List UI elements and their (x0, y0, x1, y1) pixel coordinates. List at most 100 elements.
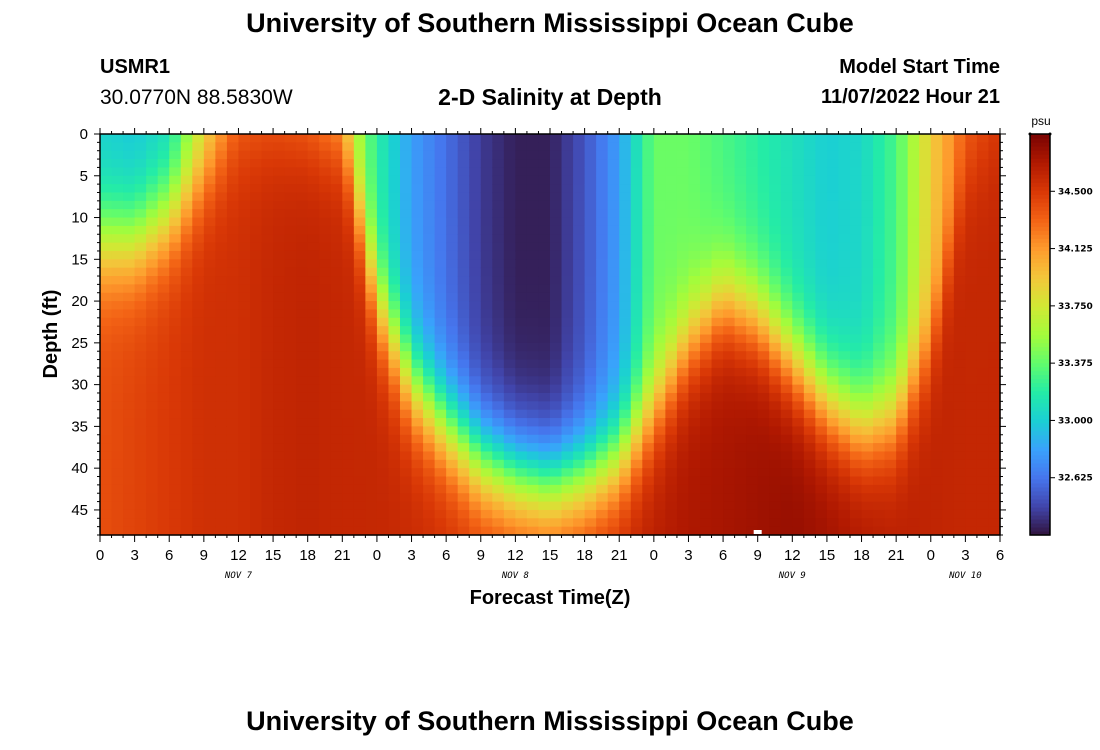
heatmap-cell (215, 434, 228, 444)
heatmap-cell (688, 367, 701, 377)
heatmap-cell (226, 351, 240, 361)
heatmap-cell (676, 376, 690, 386)
heatmap-cell (446, 526, 459, 536)
heatmap-cell (700, 351, 713, 361)
heatmap-cell (376, 434, 390, 444)
colorbar-segment (1030, 210, 1050, 215)
heatmap-cell (307, 225, 320, 235)
heatmap-cell (480, 200, 493, 210)
heatmap-cell (792, 134, 805, 143)
heatmap-cell (203, 384, 216, 394)
heatmap-cell (180, 342, 193, 352)
heatmap-cell (930, 409, 943, 419)
heatmap-cell (826, 476, 840, 486)
heatmap-cell (815, 192, 828, 202)
heatmap-cell (319, 317, 332, 327)
heatmap-cell (526, 242, 540, 252)
heatmap-cell (400, 301, 413, 311)
heatmap-cell (573, 284, 586, 294)
heatmap-cell (561, 267, 574, 277)
heatmap-cell (596, 451, 609, 461)
heatmap-cell (157, 234, 170, 244)
heatmap-cell (307, 250, 320, 260)
heatmap-cell (284, 476, 297, 486)
heatmap-cell (688, 234, 701, 244)
colorbar-segment (1030, 346, 1050, 352)
heatmap-cell (653, 192, 666, 202)
heatmap-cell (642, 518, 655, 528)
heatmap-cell (146, 451, 159, 461)
heatmap-cell (100, 159, 113, 169)
heatmap-cell (296, 317, 309, 327)
heatmap-cell (284, 384, 297, 394)
heatmap-cell (561, 384, 574, 394)
heatmap-cell (492, 326, 505, 336)
heatmap-cell (134, 484, 147, 494)
heatmap-cell (123, 418, 136, 427)
heatmap-cell (100, 376, 113, 386)
heatmap-cell (284, 359, 297, 369)
heatmap-cell (411, 376, 424, 386)
heatmap-cell (296, 276, 309, 285)
heatmap-cell (446, 342, 459, 352)
heatmap-cell (388, 200, 401, 210)
heatmap-cell (757, 359, 770, 369)
heatmap-cell (665, 267, 678, 277)
heatmap-cell (457, 134, 470, 143)
heatmap-cell (319, 376, 332, 386)
heatmap-cell (653, 175, 666, 185)
heatmap-cell (503, 526, 516, 536)
heatmap-cell (653, 367, 666, 377)
x-tick-label: 18 (853, 547, 870, 564)
heatmap-cell (123, 443, 136, 453)
heatmap-cell (469, 384, 482, 394)
heatmap-cell (515, 267, 528, 277)
heatmap-cell (688, 443, 701, 453)
heatmap-cell (746, 259, 759, 269)
heatmap-cell (815, 384, 828, 394)
heatmap-cell (838, 209, 851, 219)
heatmap-cell (746, 426, 759, 436)
heatmap-cell (711, 476, 724, 486)
heatmap-cell (100, 468, 113, 478)
heatmap-cell (676, 301, 690, 311)
heatmap-cell (365, 134, 378, 143)
heatmap-cell (976, 259, 990, 269)
heatmap-cell (296, 351, 309, 361)
heatmap-cell (780, 342, 793, 352)
heatmap-cell (976, 509, 990, 519)
heatmap-cell (561, 159, 574, 169)
heatmap-cell (907, 267, 920, 277)
heatmap-cell (192, 409, 205, 419)
heatmap-cell (192, 292, 205, 302)
heatmap-cell (238, 301, 251, 311)
heatmap-cell (688, 200, 701, 210)
heatmap-cell (803, 234, 816, 244)
heatmap-cell (123, 192, 136, 202)
heatmap-cell (584, 426, 597, 436)
heatmap-cell (307, 443, 320, 453)
heatmap-cell (619, 326, 632, 336)
heatmap-cell (215, 276, 228, 285)
heatmap-cell (261, 359, 274, 369)
heatmap-cell (873, 493, 886, 503)
heatmap-cell (850, 301, 863, 311)
heatmap-cell (134, 309, 147, 319)
heatmap-cell (123, 225, 136, 235)
heatmap-cell (769, 167, 782, 177)
heatmap-cell (746, 217, 759, 227)
heatmap-cell (273, 326, 286, 336)
heatmap-cell (134, 384, 147, 394)
heatmap-cell (907, 342, 920, 352)
heatmap-cell (296, 509, 309, 519)
heatmap-cell (192, 367, 205, 377)
heatmap-cell (803, 426, 816, 436)
heatmap-cell (388, 526, 401, 536)
heatmap-cell (630, 509, 643, 519)
heatmap-cell (296, 384, 309, 394)
heatmap-cell (642, 351, 655, 361)
heatmap-cell (180, 309, 193, 319)
heatmap-cell (284, 159, 297, 169)
heatmap-cell (284, 367, 297, 377)
heatmap-cell (480, 484, 493, 494)
